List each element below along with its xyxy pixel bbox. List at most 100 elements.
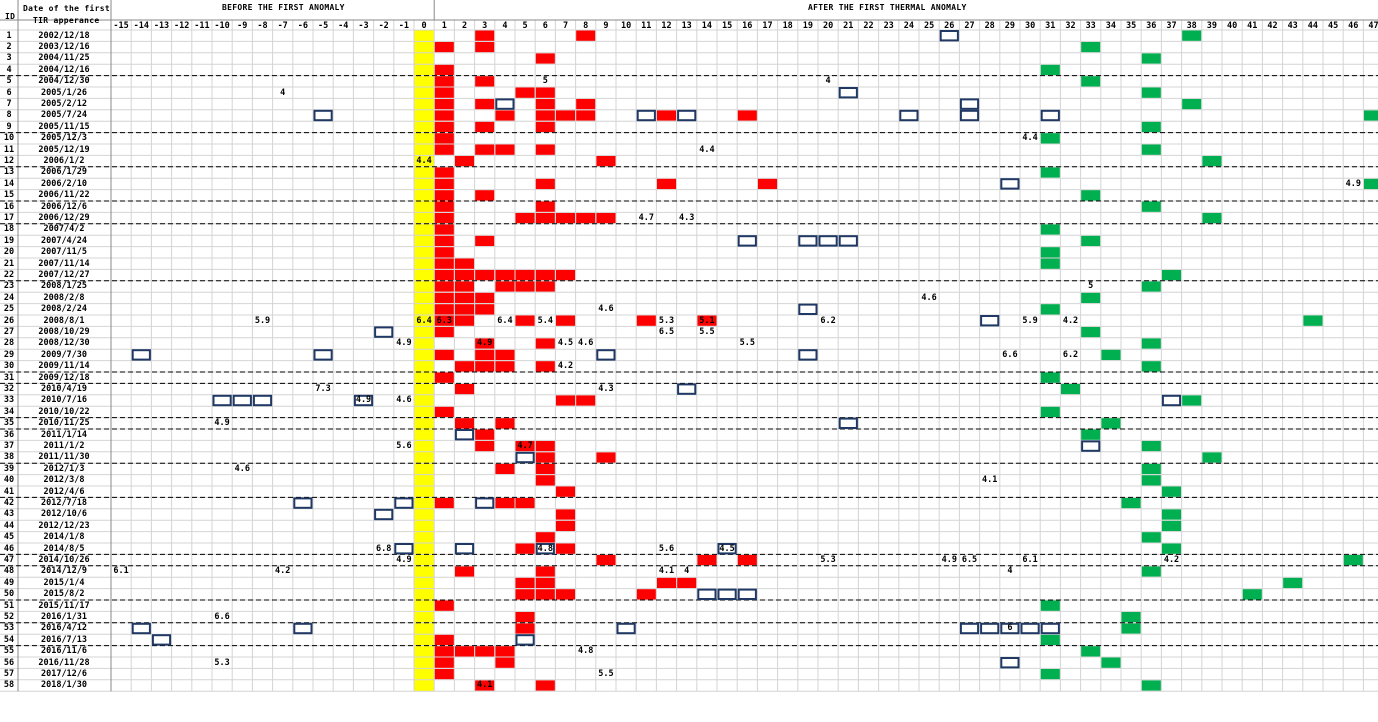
red-anomaly-cell [475,190,495,201]
red-anomaly-cell [434,98,454,110]
magnitude-annotation: 4.1 [477,680,493,691]
day-offset-label: 23 [883,20,894,31]
red-anomaly-cell [596,155,616,167]
red-anomaly-cell [434,657,454,668]
row-id: 17 [3,212,15,223]
red-anomaly-cell [434,87,454,98]
outlined-anomaly-cell [959,98,980,110]
red-anomaly-cell [434,668,454,680]
row-date: 2012/4/6 [43,486,85,497]
day-offset-label: -13 [153,20,170,31]
outlined-anomaly-cell [798,349,818,361]
day-offset-label: 4 [502,20,508,31]
outlined-anomaly-cell [798,235,818,247]
row-id: 37 [3,440,15,451]
row-id: 13 [3,167,15,178]
row-id: 56 [3,657,15,668]
red-anomaly-cell [475,121,495,133]
day-offset-label: 19 [802,20,814,31]
red-anomaly-cell [434,497,454,509]
red-anomaly-cell [737,554,757,566]
row-date: 2016/1/31 [40,611,88,622]
outlined-anomaly-cell [495,98,515,110]
red-anomaly-cell [535,98,555,110]
red-anomaly-cell [555,543,576,554]
red-anomaly-cell [656,577,677,589]
row-date: 2003/12/16 [38,41,90,52]
red-anomaly-cell [697,554,717,566]
red-anomaly-cell [515,497,535,509]
row-date: 2012/1/3 [43,463,85,474]
day-offset-label: 9 [603,20,609,31]
row-id: 39 [3,463,15,474]
red-anomaly-cell [535,566,555,577]
red-anomaly-cell [434,178,454,190]
red-anomaly-cell [434,64,454,76]
red-anomaly-cell [515,577,535,589]
day-offset-label: -4 [338,20,349,31]
green-anomaly-cell [1040,247,1060,258]
row-date: 2005/12/19 [38,144,90,155]
magnitude-annotation: 6.3 [436,315,452,326]
row-id: 30 [3,361,15,372]
row-id: 18 [3,224,15,235]
magnitude-annotation: 7.3 [315,383,331,394]
red-anomaly-cell [576,395,596,406]
outlined-anomaly-cell [818,235,838,247]
row-date: 2012/7/18 [40,497,88,508]
red-anomaly-cell [434,212,454,224]
red-anomaly-cell [495,281,515,292]
day-offset-label: 1 [441,20,447,31]
green-anomaly-cell [1040,133,1060,144]
green-anomaly-cell [1161,269,1182,281]
magnitude-annotation: 4 [684,566,690,577]
red-anomaly-cell [535,338,555,349]
red-anomaly-cell [535,577,555,589]
row-date: 2008/2/8 [43,292,85,303]
green-anomaly-cell [1141,440,1161,452]
outlined-anomaly-cell [980,315,1000,327]
outlined-anomaly-cell [838,235,858,247]
row-date: 2016/11/6 [40,646,88,657]
red-anomaly-cell [555,589,576,600]
red-anomaly-cell [475,292,495,304]
green-anomaly-cell [1182,98,1202,110]
red-anomaly-cell [454,258,475,269]
day-offset-label: -6 [297,20,309,31]
red-anomaly-cell [535,269,555,281]
row-id: 4 [6,64,12,75]
day-offset-label: 2 [461,20,468,31]
magnitude-annotation: 4 [825,76,831,87]
green-anomaly-cell [1081,76,1101,87]
outlined-anomaly-cell [374,508,394,521]
red-anomaly-cell [495,144,515,155]
red-anomaly-cell [495,349,515,361]
red-anomaly-cell [434,634,454,646]
day-offset-label: 21 [843,20,854,31]
row-date: 2017/12/6 [40,668,88,679]
row-date: 2006/1/2 [43,155,85,166]
row-id: 53 [3,623,15,634]
magnitude-annotation: 5 [1088,281,1094,292]
red-anomaly-cell [515,543,535,554]
red-anomaly-cell [535,212,555,224]
magnitude-annotation: 4.6 [578,338,594,349]
day-offset-label: 14 [701,20,713,31]
row-id: 26 [3,315,15,326]
row-date: 2014/12/9 [40,566,88,577]
row-date: 2011/11/30 [38,452,90,463]
red-anomaly-cell [434,110,454,121]
row-date: 2007/4/24 [40,235,88,246]
green-anomaly-cell [1242,589,1262,600]
red-anomaly-cell [475,269,495,281]
red-anomaly-cell [434,76,454,87]
green-anomaly-cell [1202,155,1222,167]
row-id: 58 [3,680,15,691]
green-anomaly-cell [1141,201,1161,212]
outlined-anomaly-cell [515,451,535,464]
red-anomaly-cell [535,440,555,452]
row-date: 2006/11/22 [38,190,90,201]
red-anomaly-cell [434,190,454,201]
row-date: 2011/1/2 [43,440,85,451]
magnitude-annotation: 6.5 [658,326,675,337]
